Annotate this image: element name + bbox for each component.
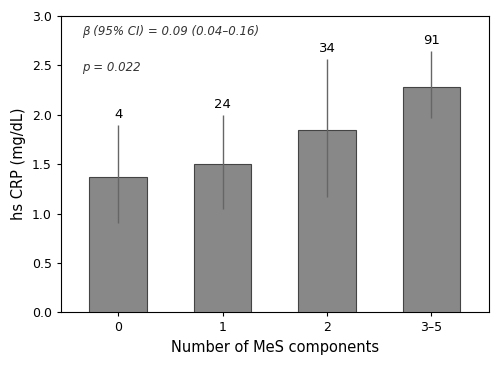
Text: p = 0.022: p = 0.022	[82, 60, 140, 74]
Text: 4: 4	[114, 108, 122, 121]
Text: 24: 24	[214, 98, 231, 111]
X-axis label: Number of MeS components: Number of MeS components	[170, 340, 379, 355]
Bar	[194, 164, 252, 312]
Text: β (95% CI) = 0.09 (0.04–0.16): β (95% CI) = 0.09 (0.04–0.16)	[82, 25, 259, 38]
Bar	[402, 87, 460, 312]
Text: 91: 91	[423, 34, 440, 47]
Text: 34: 34	[318, 42, 336, 55]
Y-axis label: hs CRP (mg/dL): hs CRP (mg/dL)	[11, 108, 26, 220]
Bar	[90, 177, 147, 312]
Bar	[298, 130, 356, 312]
